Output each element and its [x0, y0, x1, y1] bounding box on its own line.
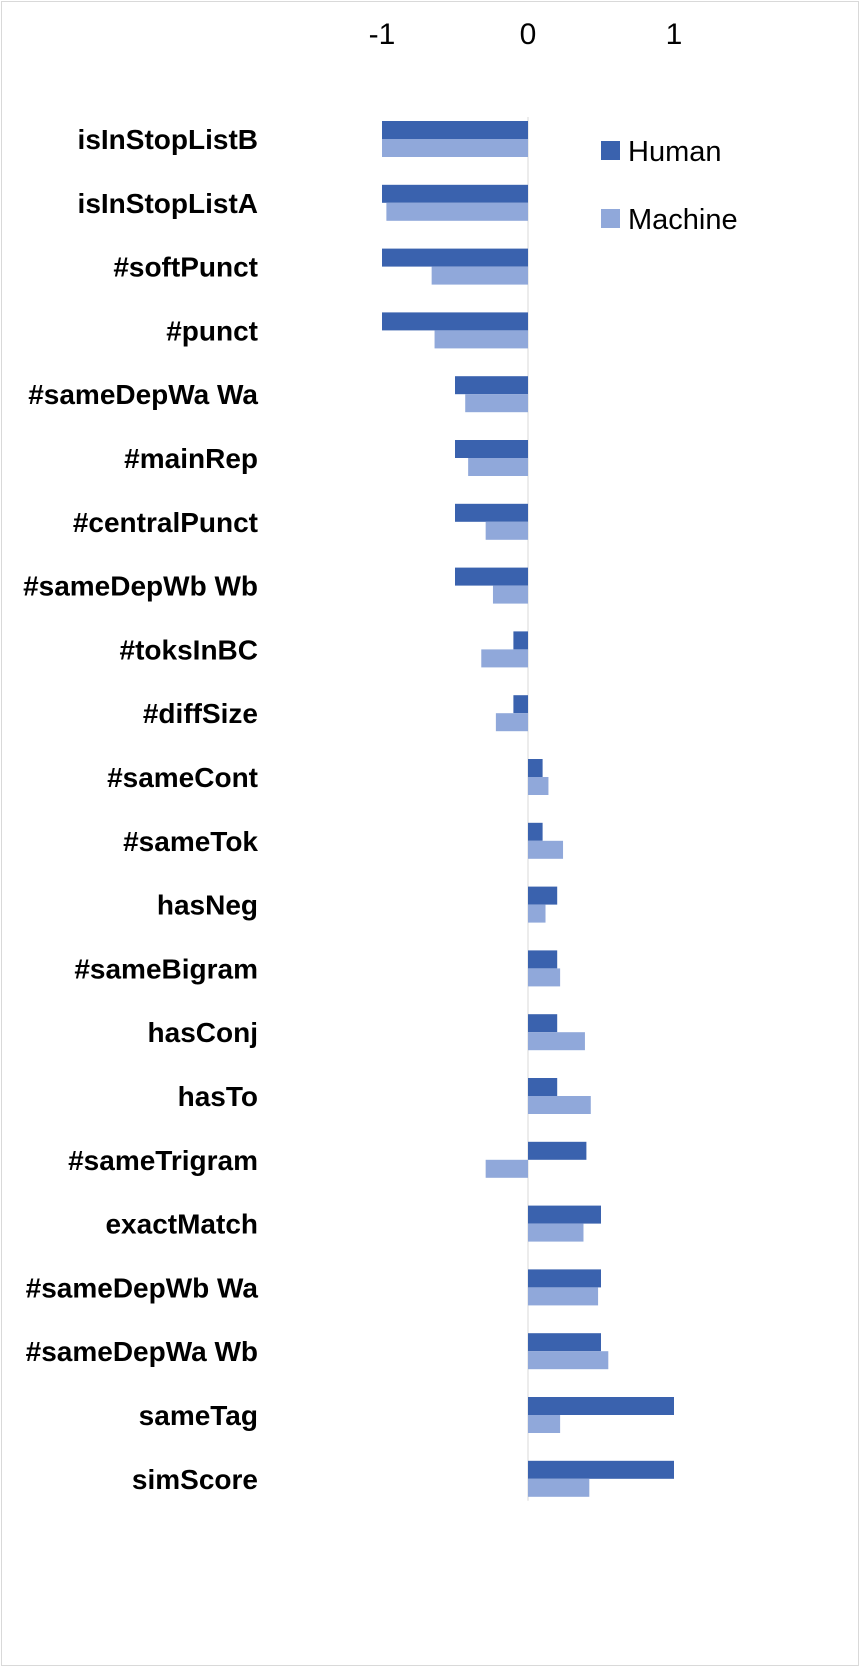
- bar-human-3: [382, 312, 528, 331]
- bar-machine-3: [434, 330, 528, 349]
- category-label: #sameTrigram: [68, 1145, 258, 1176]
- category-label: #sameDepWa Wb: [26, 1336, 258, 1367]
- bar-machine-16: [485, 1159, 528, 1178]
- category-label: #softPunct: [113, 252, 258, 283]
- bar-human-5: [455, 440, 528, 458]
- bar-human-9: [513, 695, 528, 714]
- bar-machine-7: [492, 585, 528, 604]
- bar-machine-1: [386, 202, 528, 221]
- category-label: #sameDepWa Wa: [28, 379, 258, 410]
- category-label: #sameCont: [107, 762, 258, 793]
- category-label: exactMatch: [105, 1209, 258, 1240]
- category-label: #sameDepWb Wa: [26, 1272, 259, 1303]
- bar-human-7: [455, 567, 528, 586]
- category-label: isInStopListB: [78, 124, 258, 155]
- bar-human-11: [528, 822, 543, 841]
- bar-machine-18: [528, 1287, 599, 1306]
- bar-machine-2: [431, 266, 528, 285]
- category-label: hasNeg: [157, 890, 258, 921]
- bar-machine-5: [468, 458, 528, 476]
- x-tick-label: 1: [666, 18, 683, 51]
- bar-machine-10: [528, 777, 549, 795]
- category-label: isInStopListA: [78, 188, 258, 219]
- legend-label-machine: Machine: [628, 204, 738, 236]
- category-label: #mainRep: [124, 443, 258, 474]
- bar-human-8: [513, 631, 528, 650]
- bar-human-12: [528, 886, 558, 905]
- category-label: #centralPunct: [73, 507, 258, 538]
- category-label: simScore: [132, 1464, 258, 1495]
- bar-human-14: [528, 1014, 558, 1033]
- bar-human-1: [382, 184, 528, 203]
- legend: Human Machine: [601, 136, 738, 236]
- bar-human-16: [528, 1141, 587, 1160]
- bar-machine-15: [528, 1096, 591, 1114]
- category-label: #sameBigram: [74, 953, 258, 984]
- bar-human-20: [528, 1397, 674, 1415]
- bar-machine-14: [528, 1032, 585, 1051]
- bar-machine-0: [382, 139, 528, 157]
- category-label: #punct: [166, 315, 258, 346]
- bar-machine-13: [528, 968, 561, 987]
- bar-human-0: [382, 121, 528, 139]
- bar-machine-21: [528, 1478, 590, 1497]
- legend-label-human: Human: [628, 136, 722, 168]
- bar-human-17: [528, 1205, 601, 1224]
- bar-machine-19: [528, 1351, 609, 1370]
- legend-swatch-human: [601, 141, 620, 160]
- bar-machine-11: [528, 840, 564, 859]
- bar-human-2: [382, 248, 528, 267]
- category-label: #sameTok: [123, 826, 258, 857]
- category-label: #toksInBC: [120, 634, 258, 665]
- legend-swatch-machine: [601, 209, 620, 228]
- bar-machine-8: [481, 649, 528, 668]
- x-tick-label: 0: [520, 18, 537, 51]
- bar-machine-20: [528, 1415, 561, 1433]
- bar-human-4: [455, 376, 528, 395]
- bar-human-18: [528, 1269, 601, 1288]
- bar-machine-9: [495, 713, 528, 732]
- bar-human-13: [528, 950, 558, 969]
- bar-machine-17: [528, 1223, 584, 1242]
- bar-human-10: [528, 759, 543, 777]
- category-label: hasTo: [178, 1081, 258, 1112]
- x-tick-label: -1: [369, 18, 396, 51]
- bar-machine-6: [485, 521, 528, 540]
- category-label: hasConj: [148, 1017, 258, 1048]
- bar-human-19: [528, 1333, 601, 1352]
- bar-human-6: [455, 503, 528, 522]
- bar-machine-4: [465, 394, 528, 413]
- bars: [382, 121, 674, 1497]
- x-axis-ticks: -1 0 1: [369, 18, 683, 51]
- category-label: #sameDepWb Wb: [23, 571, 258, 602]
- bar-human-15: [528, 1078, 558, 1096]
- category-label: #diffSize: [143, 698, 258, 729]
- bar-machine-12: [528, 904, 546, 923]
- category-label: sameTag: [139, 1400, 258, 1431]
- bar-human-21: [528, 1460, 674, 1479]
- category-labels: isInStopListB isInStopListA #softPunct #pun…: [23, 124, 258, 1495]
